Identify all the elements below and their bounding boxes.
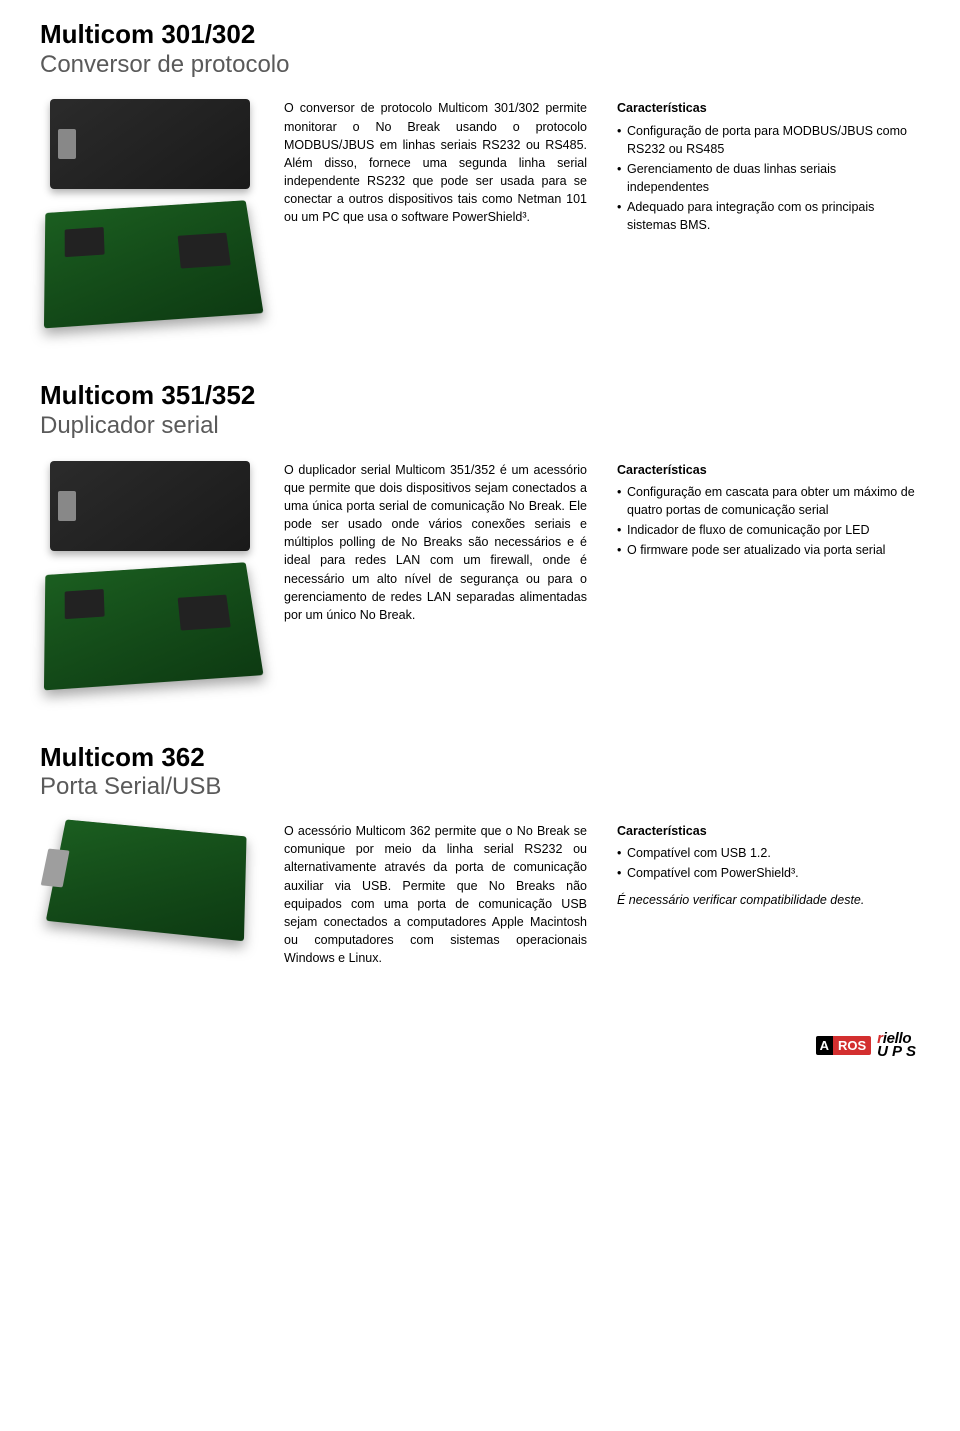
- description-column: O acessório Multicom 362 permite que o N…: [284, 822, 587, 973]
- product-photo-enclosure: [50, 461, 250, 551]
- logo-aros-ros: ROS: [833, 1036, 871, 1055]
- feature-item: Configuração em cascata para obter um má…: [617, 483, 920, 519]
- compatibility-note: É necessário verificar compatibilidade d…: [617, 893, 864, 907]
- product-section-2: Multicom 351/352 Duplicador serial O dup…: [40, 381, 920, 682]
- description-text: O duplicador serial Multicom 351/352 é u…: [284, 461, 587, 624]
- feature-item: Compatível com PowerShield³.: [617, 864, 920, 882]
- description-text: O conversor de protocolo Multicom 301/30…: [284, 99, 587, 226]
- features-heading: Características: [617, 461, 920, 479]
- feature-item: Adequado para integração com os principa…: [617, 198, 920, 234]
- product-images: [40, 461, 260, 683]
- content-row: O duplicador serial Multicom 351/352 é u…: [40, 461, 920, 683]
- product-title: Multicom 301/302: [40, 20, 920, 49]
- features-column: Características Configuração em cascata …: [617, 461, 920, 630]
- title-block: Multicom 362 Porta Serial/USB: [40, 743, 920, 802]
- features-column: Características Compatível com USB 1.2. …: [617, 822, 920, 973]
- feature-item: Configuração de porta para MODBUS/JBUS c…: [617, 122, 920, 158]
- features-list: Configuração de porta para MODBUS/JBUS c…: [617, 122, 920, 235]
- content-row: O acessório Multicom 362 permite que o N…: [40, 822, 920, 973]
- title-block: Multicom 301/302 Conversor de protocolo: [40, 20, 920, 79]
- feature-item: Indicador de fluxo de comunicação por LE…: [617, 521, 920, 539]
- features-list: Compatível com USB 1.2. Compatível com P…: [617, 844, 920, 882]
- title-block: Multicom 351/352 Duplicador serial: [40, 381, 920, 440]
- product-subtitle: Duplicador serial: [40, 412, 920, 441]
- content-row: O conversor de protocolo Multicom 301/30…: [40, 99, 920, 321]
- text-columns: O acessório Multicom 362 permite que o N…: [284, 822, 920, 973]
- text-columns: O duplicador serial Multicom 351/352 é u…: [284, 461, 920, 630]
- description-column: O duplicador serial Multicom 351/352 é u…: [284, 461, 587, 630]
- logo-aros: AROS: [816, 1036, 872, 1055]
- feature-item: Gerenciamento de duas linhas seriais ind…: [617, 160, 920, 196]
- product-section-3: Multicom 362 Porta Serial/USB O acessóri…: [40, 743, 920, 973]
- product-photo-board: [46, 820, 247, 942]
- product-title: Multicom 351/352: [40, 381, 920, 410]
- product-photo-board: [44, 562, 264, 690]
- page-footer: AROS riello UPS: [40, 1033, 920, 1059]
- features-column: Características Configuração de porta pa…: [617, 99, 920, 236]
- text-columns: O conversor de protocolo Multicom 301/30…: [284, 99, 920, 236]
- product-images: [40, 822, 260, 932]
- description-text: O acessório Multicom 362 permite que o N…: [284, 822, 587, 967]
- product-images: [40, 99, 260, 321]
- product-title: Multicom 362: [40, 743, 920, 772]
- features-heading: Características: [617, 99, 920, 117]
- product-photo-enclosure: [50, 99, 250, 189]
- product-subtitle: Porta Serial/USB: [40, 773, 920, 802]
- product-subtitle: Conversor de protocolo: [40, 51, 920, 80]
- logo-riello-bottom: UPS: [877, 1046, 920, 1059]
- product-section-1: Multicom 301/302 Conversor de protocolo …: [40, 20, 920, 321]
- description-column: O conversor de protocolo Multicom 301/30…: [284, 99, 587, 236]
- features-list: Configuração em cascata para obter um má…: [617, 483, 920, 560]
- logo-riello: riello UPS: [877, 1033, 920, 1059]
- features-heading: Características: [617, 822, 920, 840]
- feature-item: Compatível com USB 1.2.: [617, 844, 920, 862]
- feature-item: O firmware pode ser atualizado via porta…: [617, 541, 920, 559]
- logo-aros-a: A: [816, 1036, 833, 1055]
- product-photo-board: [44, 201, 264, 329]
